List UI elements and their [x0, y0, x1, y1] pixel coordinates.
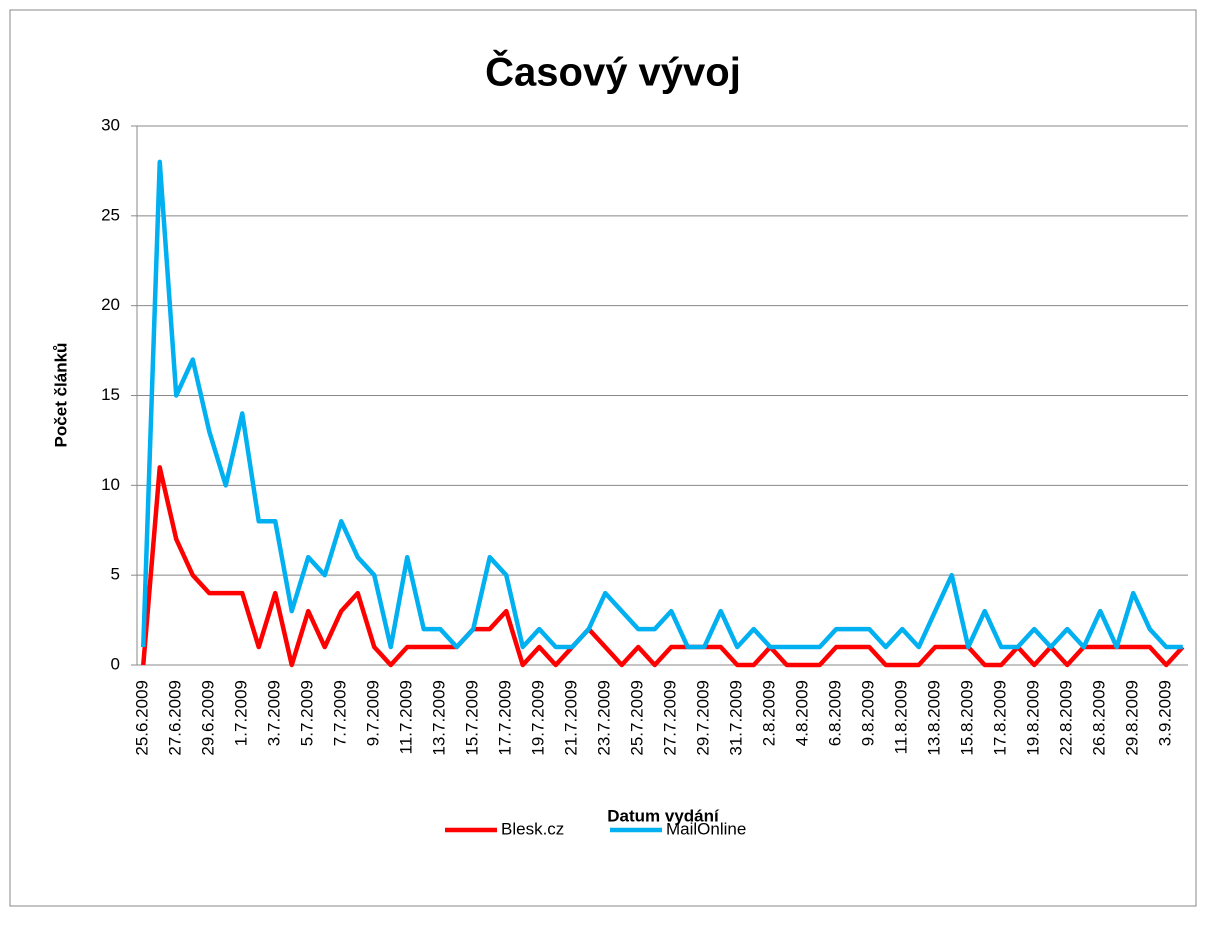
x-tick-label: 27.6.2009: [166, 680, 185, 756]
x-tick-label: 27.7.2009: [661, 680, 680, 756]
x-tick-label: 15.7.2009: [463, 680, 482, 756]
y-tick-label: 15: [101, 385, 120, 404]
x-tick-label: 29.7.2009: [694, 680, 713, 756]
x-tick-label: 17.7.2009: [496, 680, 515, 756]
y-tick-label: 20: [101, 295, 120, 314]
x-tick-label: 29.8.2009: [1123, 680, 1142, 756]
x-tick-label: 13.8.2009: [925, 680, 944, 756]
x-tick-label: 19.8.2009: [1024, 680, 1043, 756]
y-tick-label: 30: [101, 115, 120, 134]
x-tick-label: 23.7.2009: [595, 680, 614, 756]
x-tick-label: 31.7.2009: [727, 680, 746, 756]
line-series: [141, 465, 1185, 668]
line-series: [141, 159, 1183, 650]
y-axis-label: Počet článků: [51, 343, 70, 448]
x-tick-label: 17.8.2009: [991, 680, 1010, 756]
y-tick-label: 25: [101, 205, 120, 224]
x-tick-label: 29.6.2009: [199, 680, 218, 756]
x-tick-label: 3.9.2009: [1156, 680, 1175, 746]
x-tick-label: 19.7.2009: [529, 680, 548, 756]
x-tick-label: 2.8.2009: [760, 680, 779, 746]
x-tick-label: 22.8.2009: [1057, 680, 1076, 756]
x-tick-label: 25.7.2009: [628, 680, 647, 756]
legend-label: MailOnline: [666, 819, 746, 838]
x-tick-label: 9.8.2009: [859, 680, 878, 746]
x-tick-label: 1.7.2009: [232, 680, 251, 746]
x-tick-label: 13.7.2009: [430, 680, 449, 756]
x-tick-label: 15.8.2009: [958, 680, 977, 756]
x-tick-label: 3.7.2009: [265, 680, 284, 746]
x-tick-label: 11.7.2009: [397, 680, 416, 754]
legend-label: Blesk.cz: [501, 819, 564, 838]
x-tick-label: 7.7.2009: [331, 680, 350, 746]
x-tick-label: 11.8.2009: [892, 680, 911, 754]
chart-title: Časový vývoj: [485, 49, 741, 95]
x-tick-label: 26.8.2009: [1090, 680, 1109, 756]
x-tick-label: 25.6.2009: [133, 680, 152, 756]
y-tick-label: 0: [111, 654, 120, 673]
y-tick-label: 10: [101, 475, 120, 494]
x-axis-label: Datum vydání: [607, 806, 720, 825]
x-tick-label: 21.7.2009: [562, 680, 581, 756]
x-tick-label: 4.8.2009: [793, 680, 812, 746]
y-tick-label: 5: [111, 565, 120, 584]
chart-border: [9, 9, 1197, 907]
x-tick-label: 5.7.2009: [298, 680, 317, 746]
x-tick-label: 6.8.2009: [826, 680, 845, 746]
x-tick-label: 9.7.2009: [364, 680, 383, 746]
